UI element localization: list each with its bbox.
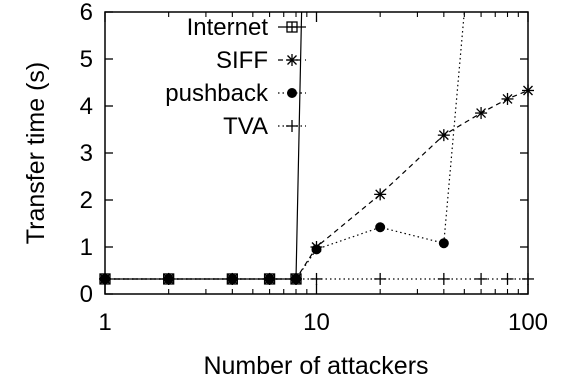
x-tick-label: 1	[98, 309, 111, 336]
data-point	[226, 272, 239, 285]
data-point	[522, 84, 534, 97]
y-tick-label: 4	[80, 93, 93, 120]
legend-label: TVA	[223, 113, 268, 140]
data-point	[501, 92, 514, 105]
y-tick-label: 6	[80, 0, 93, 26]
series	[99, 12, 534, 285]
legend-item: Internet	[187, 14, 306, 41]
data-point	[99, 272, 111, 285]
legend-item: pushback	[165, 80, 306, 107]
legend-item: TVA	[223, 113, 306, 140]
data-point	[522, 272, 534, 285]
data-point	[501, 272, 514, 285]
data-point	[475, 107, 488, 120]
data-point	[437, 129, 450, 142]
legend-label: pushback	[165, 80, 269, 107]
data-point	[286, 21, 298, 33]
series-line	[105, 12, 465, 280]
data-point	[263, 272, 276, 285]
y-tick-label: 0	[80, 281, 93, 308]
y-tick-label: 5	[80, 46, 93, 73]
data-point	[475, 272, 488, 285]
data-point	[286, 120, 298, 132]
y-axis-label: Transfer time (s)	[22, 62, 50, 244]
series-pushback	[100, 12, 465, 284]
data-point	[286, 54, 298, 66]
data-point	[437, 272, 450, 285]
data-point	[374, 272, 387, 285]
data-point	[438, 238, 449, 249]
series-line	[105, 12, 303, 280]
legend-label: SIFF	[216, 47, 268, 74]
data-point	[310, 272, 323, 285]
data-point	[374, 188, 387, 201]
data-point	[287, 88, 297, 98]
y-tick-label: 2	[80, 187, 93, 214]
data-point	[162, 272, 175, 285]
y-tick-label: 3	[80, 140, 93, 167]
data-point	[290, 272, 303, 285]
y-tick-label: 1	[80, 234, 93, 261]
series-siff	[99, 84, 534, 285]
data-point	[311, 244, 322, 255]
x-tick-label: 100	[508, 309, 548, 336]
data-point	[375, 222, 386, 233]
series-tva	[99, 272, 534, 285]
legend: Internet SIFF pushback TVA	[165, 14, 306, 140]
x-tick-label: 10	[303, 309, 330, 336]
legend-label: Internet	[187, 14, 269, 41]
series-internet	[99, 12, 303, 285]
x-axis-label: Number of attackers	[203, 352, 428, 380]
legend-item: SIFF	[216, 47, 306, 74]
